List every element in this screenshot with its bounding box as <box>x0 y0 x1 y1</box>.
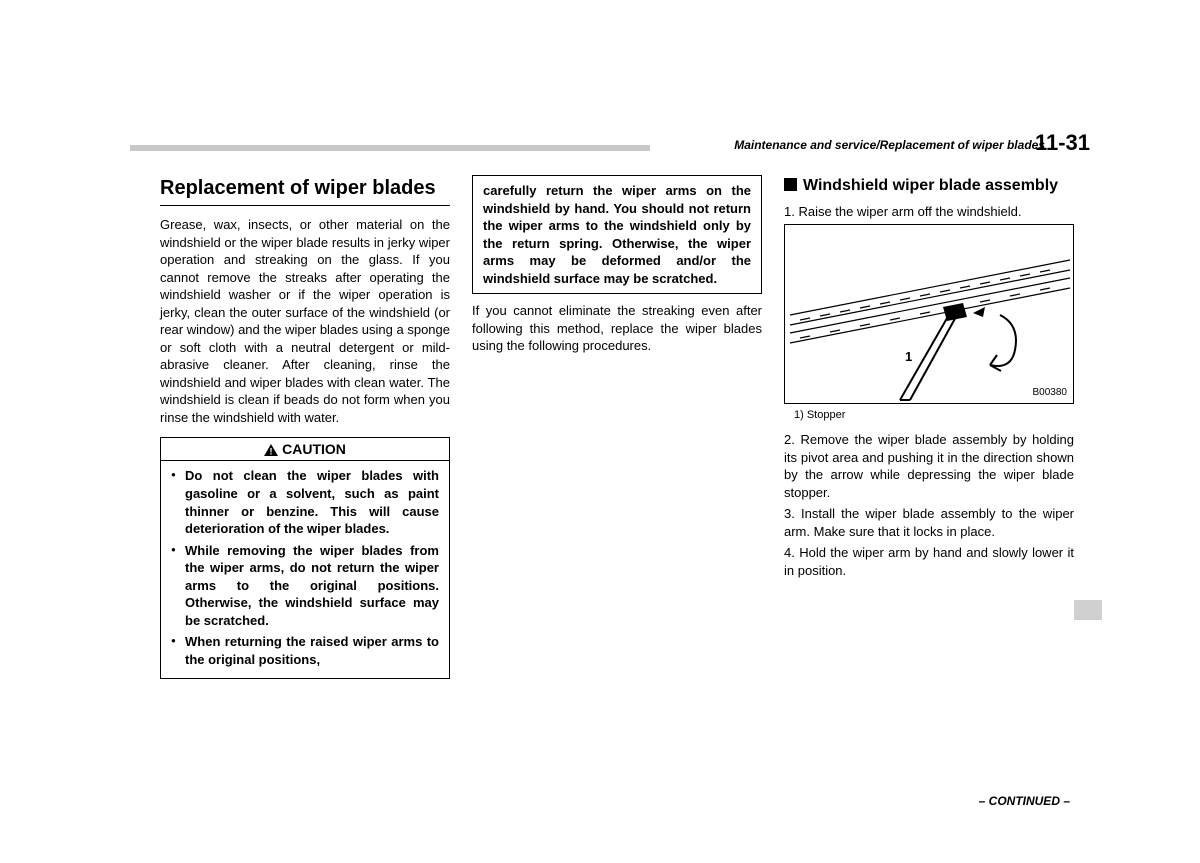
subsection-title: Windshield wiper blade assembly <box>803 175 1058 197</box>
figure-legend: 1) Stopper <box>794 408 1074 423</box>
caution-item: While removing the wiper blades from the… <box>171 542 439 630</box>
continued-label: – CONTINUED – <box>979 794 1070 808</box>
figure-wiper-diagram: 1 B00380 <box>784 224 1074 404</box>
svg-text:!: ! <box>270 446 273 456</box>
wiper-illustration <box>785 225 1074 404</box>
caution-label: CAUTION <box>282 441 346 457</box>
step-1: 1. Raise the wiper arm off the windshiel… <box>784 203 1074 221</box>
caution-item: When returning the raised wiper arms to … <box>171 633 439 668</box>
square-bullet-icon <box>784 178 797 191</box>
caution-header: ! CAUTION <box>161 438 449 462</box>
caution-box: ! CAUTION Do not clean the wiper blades w… <box>160 437 450 680</box>
step-4: 4. Hold the wiper arm by hand and slowly… <box>784 544 1074 579</box>
warning-icon: ! <box>264 444 278 456</box>
caution-item: Do not clean the wiper blades with gasol… <box>171 467 439 537</box>
page-content: Replacement of wiper blades Grease, wax,… <box>160 130 1080 679</box>
column-1: Replacement of wiper blades Grease, wax,… <box>160 175 450 679</box>
column-2: carefully return the wiper arms on the w… <box>472 175 762 679</box>
intro-paragraph: Grease, wax, insects, or other material … <box>160 216 450 427</box>
column-3: Windshield wiper blade assembly 1. Raise… <box>784 175 1074 679</box>
step-3: 3. Install the wiper blade assembly to t… <box>784 505 1074 540</box>
figure-code: B00380 <box>1033 386 1067 400</box>
subsection-heading: Windshield wiper blade assembly <box>784 175 1074 197</box>
follow-paragraph: If you cannot eliminate the streaking ev… <box>472 302 762 355</box>
step-2: 2. Remove the wiper blade assembly by ho… <box>784 431 1074 501</box>
figure-callout-1: 1 <box>905 348 912 366</box>
caution-continuation: carefully return the wiper arms on the w… <box>472 175 762 294</box>
section-heading: Replacement of wiper blades <box>160 175 450 206</box>
caution-body: Do not clean the wiper blades with gasol… <box>161 461 449 678</box>
